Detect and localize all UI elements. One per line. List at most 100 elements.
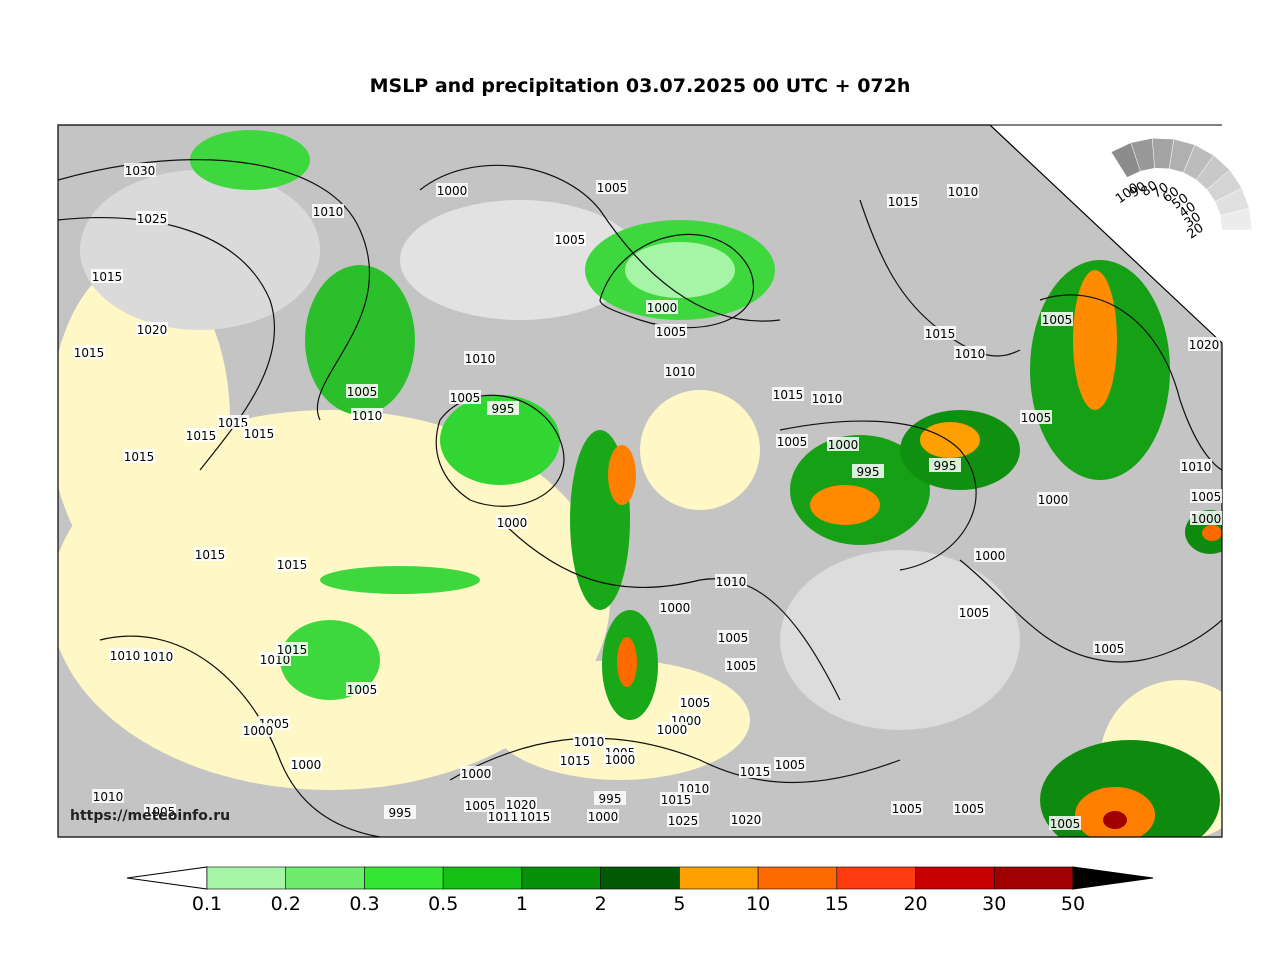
isobar-label: 995 <box>389 806 412 820</box>
isobar-label: 1020 <box>731 813 762 827</box>
isobar-label-bg <box>1188 337 1220 351</box>
colorbar-segment <box>679 866 759 890</box>
isobar-label-bg <box>276 557 308 571</box>
isobar-label-bg <box>464 351 496 365</box>
isobar-label-bg <box>659 600 691 614</box>
isobar-label: 1005 <box>555 233 586 247</box>
isobar-label: 1015 <box>186 429 217 443</box>
isobar-label-bg <box>290 757 322 771</box>
isobar-label-bg <box>436 183 468 197</box>
isobar-label: 1010 <box>955 347 986 361</box>
isobar-label-bg <box>947 184 979 198</box>
isobar-label: 1020 <box>137 323 168 337</box>
isobar-label-bg <box>655 324 687 338</box>
map-title: MSLP and precipitation 03.07.2025 00 UTC… <box>370 75 911 97</box>
colorbar-under <box>126 866 208 890</box>
isobar-label-bg <box>92 789 124 803</box>
isobar-label-bg <box>679 695 711 709</box>
isobar-label: 1005 <box>347 683 378 697</box>
isobar-label-bg <box>136 322 168 336</box>
isobar-label-bg <box>594 791 626 805</box>
isobar-label-bg <box>667 813 699 827</box>
isobar-label-bg <box>1190 511 1222 525</box>
isobar-label: 995 <box>599 792 622 806</box>
isobar-label: 995 <box>492 402 515 416</box>
isobar-label: 1011 <box>488 810 519 824</box>
isobar-label-bg <box>123 449 155 463</box>
colorbar: 0.1 0.2 0.3 0.5 1 2 5 10 15 20 30 50 <box>126 866 1154 915</box>
isobar-label: 1000 <box>497 516 528 530</box>
isobar-label-bg <box>505 797 537 811</box>
isobar-label-bg <box>243 426 275 440</box>
isobar-label: 1005 <box>1042 313 1073 327</box>
isobar-label-bg <box>958 605 990 619</box>
isobar-label: 1010 <box>665 365 696 379</box>
isobar-label-bg <box>772 387 804 401</box>
isobar-label: 1015 <box>925 327 956 341</box>
colorbar-segment <box>206 866 287 890</box>
isobar-label: 1010 <box>812 392 843 406</box>
isobar-label-bg <box>124 163 156 177</box>
isobar-label-bg <box>664 364 696 378</box>
isobar-label-bg <box>217 415 249 429</box>
colorbar-over <box>1072 866 1154 890</box>
colorbar-tick-label: 15 <box>825 893 849 915</box>
isobar-label-bg <box>109 648 141 662</box>
isobar-label: 1000 <box>647 301 678 315</box>
isobar-label-bg <box>852 464 884 478</box>
isobar-label-bg <box>660 792 692 806</box>
isobar-label: 1030 <box>125 164 156 178</box>
isobar-label: 1015 <box>740 765 771 779</box>
isobar-label: 1015 <box>520 810 551 824</box>
isobar-label: 1025 <box>668 814 699 828</box>
isobar-label-bg <box>312 204 344 218</box>
colorbar-tick-label: 2 <box>595 893 607 915</box>
isobar-label: 1015 <box>218 416 249 430</box>
isobar-label-bg <box>554 232 586 246</box>
isobar-label-bg <box>715 574 747 588</box>
isobar-label-bg <box>73 345 105 359</box>
isobar-label: 1025 <box>137 212 168 226</box>
isobar-label: 1010 <box>260 653 291 667</box>
isobar-label: 1005 <box>1050 817 1081 831</box>
isobar-label: 1010 <box>352 409 383 423</box>
isobar-label: 1015 <box>560 754 591 768</box>
isobar-label: 1015 <box>74 346 105 360</box>
isobar-label: 1000 <box>291 758 322 772</box>
isobar-label: 1015 <box>244 427 275 441</box>
isobar-label: 1005 <box>347 385 378 399</box>
isobar-label-bg <box>519 809 551 823</box>
colorbar-tick-label: 0.2 <box>271 893 301 915</box>
isobar-label-bg <box>559 753 591 767</box>
isobar-label: 1005 <box>1021 411 1052 425</box>
isobar-label-bg <box>739 764 771 778</box>
isobar-label: 1015 <box>888 195 919 209</box>
colorbar-segment <box>521 866 601 890</box>
isobar-label-bg <box>136 211 168 225</box>
isobar-label-bg <box>384 805 416 819</box>
isobar-label-bg <box>730 812 762 826</box>
map-field <box>58 125 1222 837</box>
colorbar-segment <box>442 866 523 890</box>
isobar-label-bg <box>604 752 636 766</box>
isobar-label-bg <box>144 804 176 818</box>
isobar-label: 1005 <box>656 325 687 339</box>
isobar-label: 1005 <box>680 696 711 710</box>
isobar-label-bg <box>185 428 217 442</box>
isobar-label: 1005 <box>777 435 808 449</box>
isobar-label-bg <box>487 401 519 415</box>
isobar-label: 1000 <box>660 601 691 615</box>
isobar-label: 1005 <box>597 181 628 195</box>
isobar-label: 1010 <box>143 650 174 664</box>
isobar-label-bg <box>351 408 383 422</box>
isobar-label: 1015 <box>277 558 308 572</box>
isobar-label: 1005 <box>1094 642 1125 656</box>
isobar-label: 1005 <box>775 758 806 772</box>
colorbar-segment <box>757 866 838 890</box>
isobar-label: 1020 <box>1189 338 1220 352</box>
colorbar-tick-label: 1 <box>516 893 528 915</box>
isobar-label-bg <box>1037 492 1069 506</box>
isobar-label-bg <box>142 649 174 663</box>
colorbar-tick-label: 50 <box>1061 893 1085 915</box>
isobar-label-bg <box>954 346 986 360</box>
